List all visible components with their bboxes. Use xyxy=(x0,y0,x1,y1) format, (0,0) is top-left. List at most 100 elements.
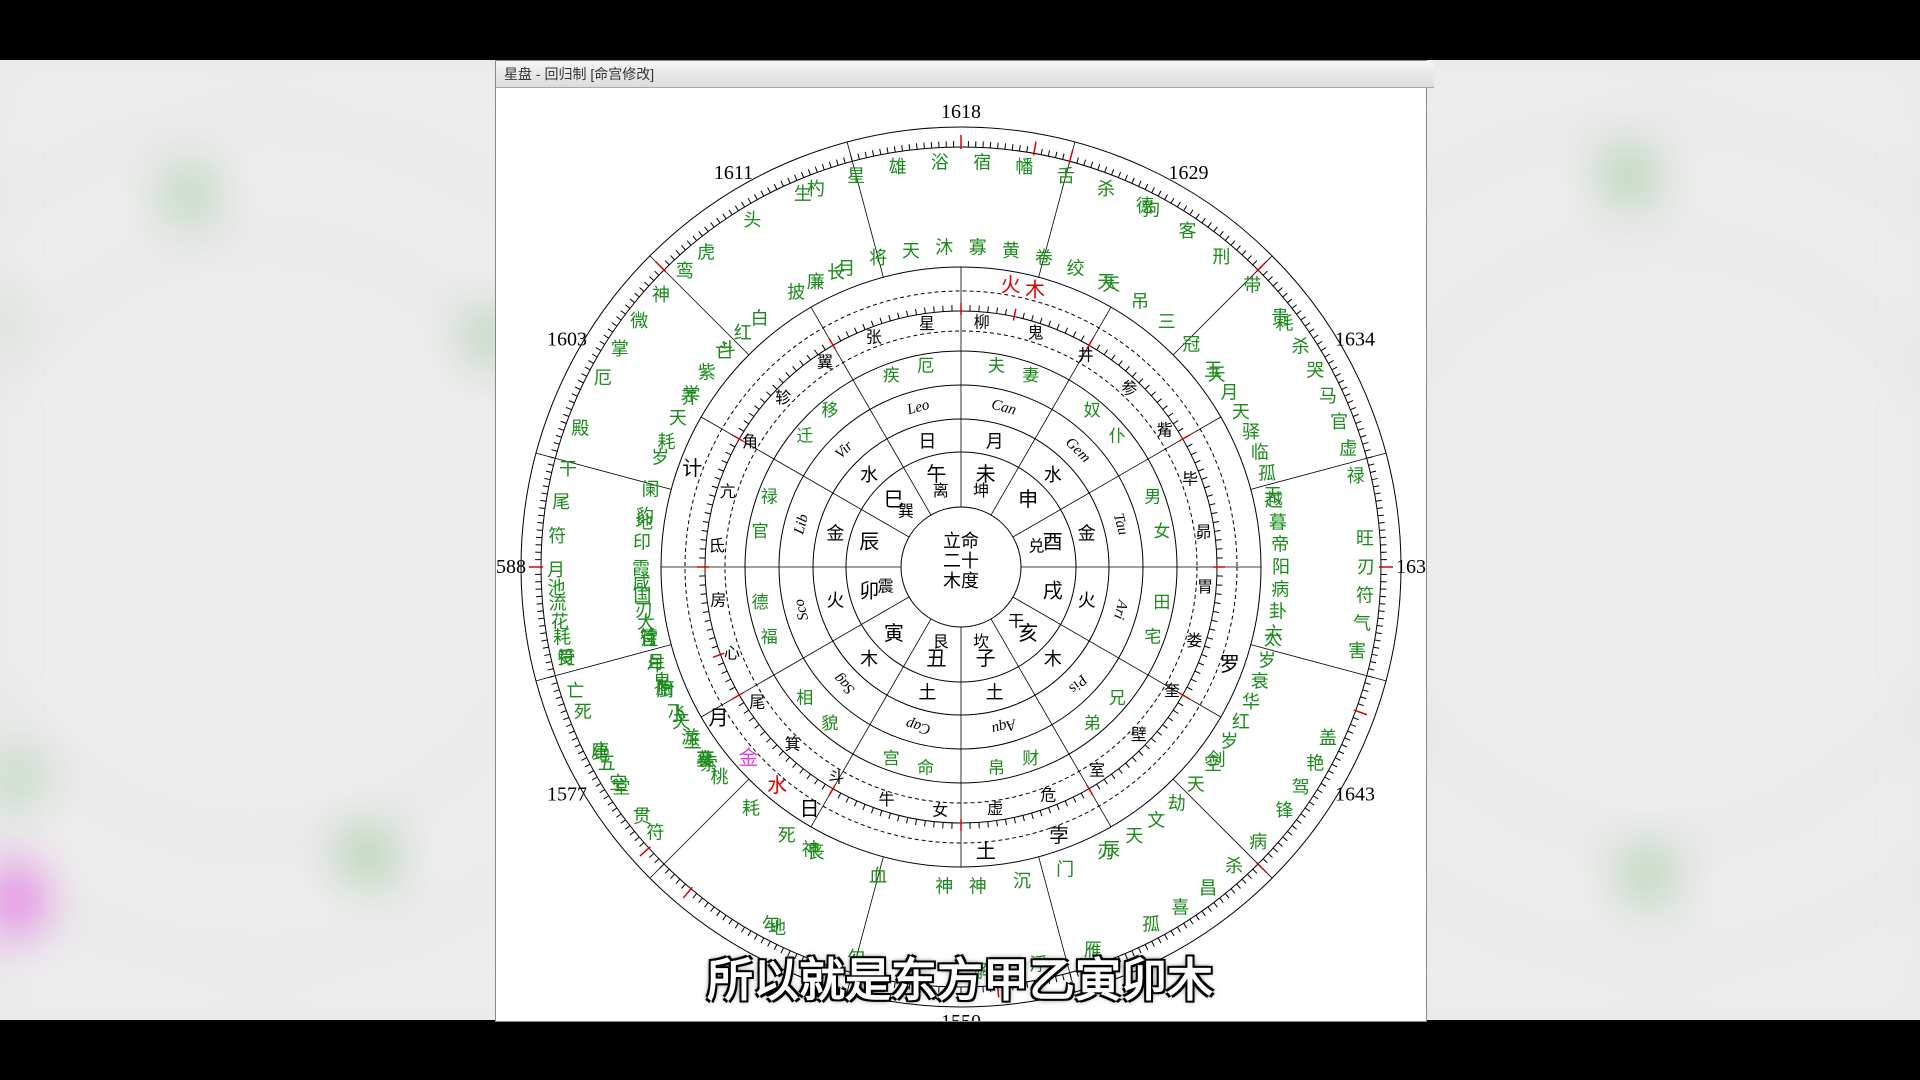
svg-text:戌: 戌 xyxy=(1043,580,1063,603)
svg-text:金: 金 xyxy=(738,746,758,769)
svg-text:角: 角 xyxy=(742,433,758,451)
svg-text:1577: 1577 xyxy=(547,784,587,806)
svg-text:门: 门 xyxy=(1056,860,1074,880)
svg-text:桃: 桃 xyxy=(710,767,728,787)
svg-text:幡: 幡 xyxy=(1015,157,1033,177)
svg-text:德: 德 xyxy=(752,593,769,612)
svg-text:Pis: Pis xyxy=(1065,671,1091,697)
svg-text:吊: 吊 xyxy=(1131,292,1149,312)
svg-text:勾: 勾 xyxy=(762,915,780,935)
video-subtitle: 所以就是东方甲乙寅卯木 xyxy=(0,944,1920,1010)
svg-text:立命: 立命 xyxy=(943,531,979,551)
svg-text:文: 文 xyxy=(1147,811,1165,831)
svg-text:轸: 轸 xyxy=(775,389,791,407)
svg-text:官: 官 xyxy=(752,522,769,541)
svg-text:盖: 盖 xyxy=(1319,728,1337,748)
svg-text:红: 红 xyxy=(734,323,752,343)
svg-text:心: 心 xyxy=(724,645,740,663)
svg-text:奎: 奎 xyxy=(1164,682,1180,700)
svg-text:天: 天 xyxy=(1208,364,1226,384)
svg-text:害: 害 xyxy=(1348,641,1366,661)
svg-text:劫: 劫 xyxy=(1168,793,1186,813)
svg-text:死: 死 xyxy=(574,702,592,722)
svg-text:玉: 玉 xyxy=(684,731,702,751)
svg-text:耗: 耗 xyxy=(340,827,400,893)
svg-text:血: 血 xyxy=(869,866,887,886)
svg-text:壁: 壁 xyxy=(1131,725,1147,744)
svg-text:寅: 寅 xyxy=(884,622,904,645)
svg-text:符: 符 xyxy=(160,167,220,233)
svg-text:金: 金 xyxy=(826,523,844,543)
svg-text:井: 井 xyxy=(1078,347,1094,365)
svg-text:病: 病 xyxy=(1249,832,1267,852)
svg-text:阳: 阳 xyxy=(1272,557,1290,577)
svg-text:危: 危 xyxy=(1040,786,1056,804)
svg-text:女: 女 xyxy=(1153,522,1170,541)
svg-text:驾: 驾 xyxy=(1292,778,1310,798)
svg-text:狗: 狗 xyxy=(1600,147,1660,213)
svg-text:宿: 宿 xyxy=(973,153,991,173)
svg-text:女: 女 xyxy=(932,801,948,820)
svg-text:月: 月 xyxy=(647,653,665,673)
svg-text:头: 头 xyxy=(743,210,761,230)
svg-text:锋: 锋 xyxy=(1275,801,1293,821)
svg-text:土: 土 xyxy=(976,840,996,863)
svg-text:禄: 禄 xyxy=(761,488,778,507)
svg-text:掌: 掌 xyxy=(611,339,629,359)
svg-text:狗: 狗 xyxy=(1142,199,1160,219)
svg-text:刃: 刃 xyxy=(1097,842,1115,862)
svg-text:艮: 艮 xyxy=(933,634,949,651)
svg-text:木: 木 xyxy=(1025,279,1045,302)
svg-text:1643: 1643 xyxy=(1335,784,1375,806)
svg-text:暮: 暮 xyxy=(1269,512,1287,532)
svg-text:空: 空 xyxy=(1204,754,1222,774)
svg-text:罗: 罗 xyxy=(1220,654,1240,676)
svg-text:虚: 虚 xyxy=(987,800,1003,818)
svg-text:岁: 岁 xyxy=(1220,731,1238,751)
svg-text:奴: 奴 xyxy=(1084,401,1101,420)
svg-text:坤: 坤 xyxy=(973,482,989,500)
svg-text:虚: 虚 xyxy=(1339,439,1357,459)
svg-text:Gem: Gem xyxy=(1062,435,1093,466)
svg-text:鸾: 鸾 xyxy=(676,261,694,281)
svg-text:华: 华 xyxy=(1242,692,1260,712)
svg-text:亢: 亢 xyxy=(720,482,736,501)
svg-text:天: 天 xyxy=(902,241,920,261)
svg-text:张: 张 xyxy=(866,329,882,347)
svg-text:巽: 巽 xyxy=(898,503,914,520)
svg-text:命: 命 xyxy=(917,758,934,777)
svg-text:鬼: 鬼 xyxy=(1028,324,1044,342)
svg-text:娄: 娄 xyxy=(1186,632,1202,650)
svg-text:尾: 尾 xyxy=(552,492,570,512)
svg-text:地: 地 xyxy=(635,512,653,532)
svg-text:1588: 1588 xyxy=(496,556,526,578)
svg-text:水: 水 xyxy=(767,774,787,797)
svg-text:宅: 宅 xyxy=(1144,627,1161,646)
svg-text:长: 长 xyxy=(827,262,845,282)
svg-text:冠: 冠 xyxy=(1182,335,1200,355)
window-title-bar: 星盘 - 回归制 [命宫修改] xyxy=(496,61,1434,88)
svg-text:浴: 浴 xyxy=(931,153,949,173)
window-title: 星盘 - 回归制 [命宫修改] xyxy=(504,66,654,82)
svg-text:申: 申 xyxy=(1018,488,1038,511)
svg-text:翼: 翼 xyxy=(817,355,833,372)
svg-text:1618: 1618 xyxy=(941,101,981,123)
svg-text:斗: 斗 xyxy=(828,769,844,786)
svg-text:刑: 刑 xyxy=(1212,247,1230,267)
svg-text:天: 天 xyxy=(1102,274,1120,294)
svg-text:疾: 疾 xyxy=(883,366,900,385)
svg-text:杀: 杀 xyxy=(1292,336,1310,356)
svg-text:卦: 卦 xyxy=(1269,602,1287,622)
svg-text:兑: 兑 xyxy=(1028,537,1044,555)
svg-text:氐: 氐 xyxy=(709,537,725,555)
svg-text:月: 月 xyxy=(708,708,728,730)
svg-text:哭: 哭 xyxy=(1306,361,1324,381)
svg-text:天: 天 xyxy=(1232,402,1250,422)
svg-text:符: 符 xyxy=(646,823,664,843)
svg-text:坎: 坎 xyxy=(973,633,989,651)
svg-text:Leo: Leo xyxy=(904,397,931,419)
svg-text:流: 流 xyxy=(549,594,567,614)
svg-text:红: 红 xyxy=(1232,712,1250,732)
svg-text:干: 干 xyxy=(559,459,577,479)
svg-text:弟: 弟 xyxy=(1084,714,1101,733)
